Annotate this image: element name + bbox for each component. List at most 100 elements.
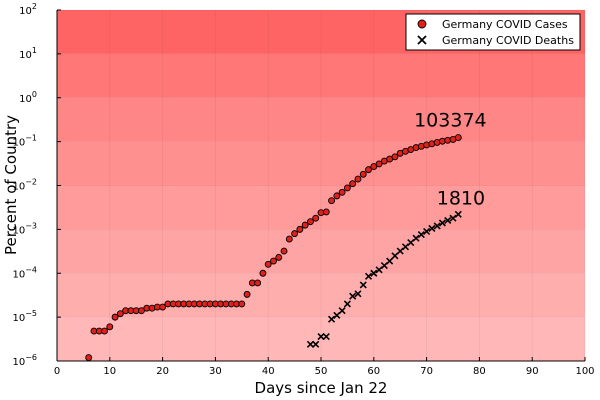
deaths-point (412, 234, 420, 242)
cases-point (275, 253, 283, 261)
legend-marker-deaths (417, 35, 427, 45)
background-band (57, 97, 585, 142)
cases-point (370, 163, 378, 171)
deaths-point (428, 224, 436, 233)
cases-point (301, 221, 309, 229)
y-tick-label: 102 (19, 2, 37, 17)
cases-point (322, 208, 330, 216)
deaths-point (359, 281, 367, 289)
background-band (57, 317, 585, 361)
cases-point (328, 197, 336, 205)
cases-point (259, 269, 267, 277)
y-axis-ticks: 10−6 10−5 10−4 10−3 10−2 10−1 100 101 102 (12, 2, 61, 368)
deaths-point (449, 214, 457, 222)
y-tick-label: 10−4 (12, 265, 37, 280)
deaths-point (327, 315, 336, 323)
cases-point (85, 354, 93, 361)
deaths-point (349, 292, 357, 300)
annotation-label: 1810 (437, 187, 485, 209)
deaths-point (444, 216, 452, 224)
series-germany-covid-deaths (306, 210, 462, 348)
legend: Germany COVID Cases Germany COVID Deaths (405, 13, 581, 51)
deaths-point (354, 290, 362, 298)
cases-point (306, 218, 314, 226)
background-band (57, 229, 585, 274)
legend-label: Germany COVID Deaths (442, 34, 574, 47)
legend-box (405, 13, 581, 51)
y-tick-label: 101 (19, 46, 37, 61)
background-bands (57, 10, 585, 361)
data-marks (85, 134, 462, 361)
deaths-point (433, 222, 441, 230)
background-band (57, 53, 585, 98)
deaths-point (423, 227, 431, 235)
deaths-point (386, 257, 394, 265)
cases-point (333, 192, 341, 200)
cases-point (243, 290, 251, 298)
y-tick-label: 10−6 (12, 353, 37, 368)
cases-point (375, 160, 383, 168)
y-axis-label: Percent of Country (2, 115, 20, 255)
x-tick-label: 70 (420, 366, 433, 377)
y-tick-label: 10−2 (12, 178, 37, 193)
y-tick-label: 10−1 (12, 134, 37, 149)
cases-point (391, 153, 399, 161)
y-tick-label: 100 (19, 90, 37, 105)
deaths-point (370, 269, 378, 277)
x-tick-label: 40 (262, 366, 275, 377)
cases-point (111, 313, 119, 321)
annotations: 103374 1810 (414, 110, 487, 210)
y-tick-label: 10−5 (12, 309, 37, 324)
x-tick-label: 10 (103, 366, 116, 377)
x-axis-label: Days since Jan 22 (255, 379, 388, 397)
cases-point (285, 235, 293, 243)
x-tick-label: 90 (526, 366, 539, 377)
legend-marker-cases (417, 19, 427, 29)
x-tick-label: 0 (54, 366, 60, 377)
cases-point (238, 300, 246, 308)
x-tick-label: 80 (473, 366, 486, 377)
deaths-point (343, 300, 351, 308)
deaths-point (312, 340, 320, 348)
deaths-point (417, 231, 425, 239)
x-tick-label: 20 (156, 366, 169, 377)
x-tick-label: 100 (575, 366, 594, 377)
cases-point (343, 184, 351, 192)
x-tick-label: 50 (315, 366, 328, 377)
annotation-label: 103374 (414, 110, 487, 132)
cases-point (106, 323, 114, 331)
cases-point (338, 188, 346, 196)
cases-point (280, 247, 288, 255)
cases-point (291, 230, 299, 238)
background-band (57, 185, 585, 230)
cases-point (101, 327, 108, 335)
y-tick-label: 10−3 (12, 221, 37, 236)
cases-point (454, 134, 462, 141)
deaths-point (364, 272, 373, 280)
background-band (57, 141, 585, 186)
deaths-point (322, 333, 330, 341)
cases-point (354, 175, 362, 183)
cases-point (264, 260, 272, 268)
legend-label: Germany COVID Cases (442, 18, 568, 31)
cases-point (159, 303, 167, 311)
deaths-point (306, 340, 315, 348)
cases-point (359, 170, 367, 178)
x-axis-ticks: 0 10 20 30 40 50 60 70 80 90 100 (54, 357, 595, 377)
cases-point (254, 279, 262, 287)
x-tick-label: 60 (367, 366, 380, 377)
deaths-point (454, 210, 462, 218)
series-germany-covid-cases (85, 134, 462, 361)
cases-point (116, 310, 124, 318)
deaths-point (438, 219, 447, 227)
deaths-point (317, 333, 325, 341)
deaths-point (338, 307, 346, 315)
cases-point (270, 257, 277, 265)
cases-point (365, 166, 372, 174)
cases-point (296, 225, 304, 233)
x-tick-label: 30 (209, 366, 222, 377)
cases-point (312, 214, 320, 222)
cases-point (349, 180, 357, 188)
